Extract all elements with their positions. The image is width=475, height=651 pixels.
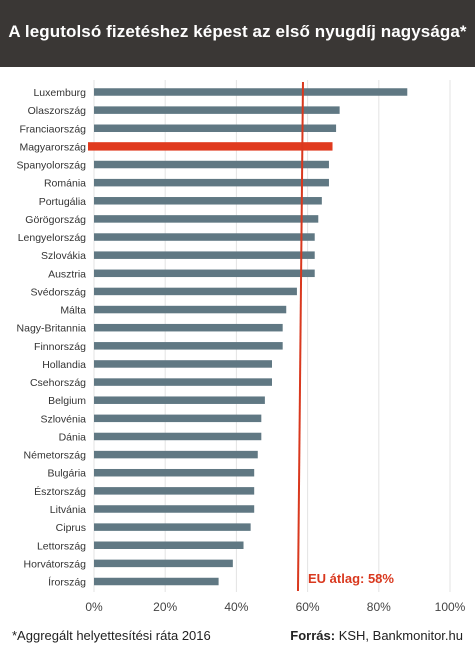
eu-average-label: EU átlag: 58% <box>308 571 394 586</box>
bar-highlight <box>88 142 333 151</box>
category-label: Nagy-Britannia <box>17 323 87 335</box>
category-label: Dánia <box>59 431 87 443</box>
category-label: Hollandia <box>42 359 86 371</box>
category-label: Lettország <box>37 540 86 552</box>
source-label: Forrás: <box>290 628 336 643</box>
chart-header: A legutolsó fizetéshez képest az első ny… <box>0 0 475 67</box>
category-label: Észtország <box>34 485 86 498</box>
bar <box>94 360 272 368</box>
bar <box>94 505 255 513</box>
bar <box>94 323 283 332</box>
category-label: Portugália <box>39 196 86 208</box>
category-label: Litvánia <box>50 504 86 516</box>
bar <box>94 559 233 568</box>
x-tick-label: 20% <box>153 600 177 614</box>
category-label: Horvátország <box>24 558 87 570</box>
chart-title: A legutolsó fizetéshez képest az első ny… <box>8 22 467 41</box>
bar <box>94 342 283 350</box>
category-label: Csehország <box>30 377 86 389</box>
bar <box>94 378 272 386</box>
bar <box>94 305 287 314</box>
category-label: Lengyelország <box>18 232 86 244</box>
category-label: Ausztria <box>48 268 86 280</box>
bar-chart: 0% 20% 40% 60% 80% 100% Luxemburg Olaszország Fr… <box>17 80 466 614</box>
x-tick-label: 100% <box>435 600 466 614</box>
bar <box>94 468 255 477</box>
category-label: Írország <box>48 576 86 589</box>
bar <box>94 233 315 241</box>
source-value: KSH, Bankmonitor.hu <box>338 628 463 643</box>
bar <box>94 432 262 441</box>
bar <box>94 523 251 531</box>
bar <box>94 106 340 114</box>
bar <box>94 577 219 586</box>
category-label: Svédország <box>31 286 87 298</box>
category-label: Luxemburg <box>33 87 86 99</box>
category-label: Ciprus <box>56 522 86 534</box>
category-label: Magyarország <box>19 141 86 153</box>
bar <box>94 541 244 549</box>
source-credit: Forrás: KSH, Bankmonitor.hu <box>290 628 463 643</box>
bar <box>94 450 258 459</box>
bar <box>94 414 262 423</box>
category-label: Belgium <box>48 395 86 407</box>
eu-average-line <box>296 81 304 592</box>
bar <box>94 88 408 96</box>
x-tick-label: 60% <box>296 600 320 614</box>
category-label: Németország <box>24 450 87 462</box>
category-label: Franciaország <box>19 123 86 135</box>
footnote: *Aggregált helyettesítési ráta 2016 <box>12 628 211 643</box>
category-label: Málta <box>60 305 86 317</box>
category-label: Finnország <box>34 341 86 353</box>
bar <box>94 487 255 495</box>
bar <box>94 160 329 169</box>
category-label: Görögország <box>25 214 86 226</box>
category-label: Olaszország <box>28 105 87 117</box>
bar <box>94 287 297 296</box>
x-tick-label: 40% <box>224 600 248 614</box>
bar <box>94 197 322 205</box>
bar <box>94 396 265 404</box>
category-label: Szlovénia <box>40 413 86 425</box>
bar <box>94 269 315 278</box>
category-label: Románia <box>44 178 86 190</box>
x-tick-label: 80% <box>367 600 391 614</box>
x-tick-label: 0% <box>85 600 103 614</box>
bar <box>94 124 337 133</box>
bar <box>94 178 329 187</box>
category-label: Spanyolország <box>17 160 87 172</box>
bar <box>94 251 315 259</box>
category-label: Bulgária <box>47 468 86 480</box>
category-label: Szlovákia <box>41 250 86 262</box>
bar <box>94 215 319 223</box>
